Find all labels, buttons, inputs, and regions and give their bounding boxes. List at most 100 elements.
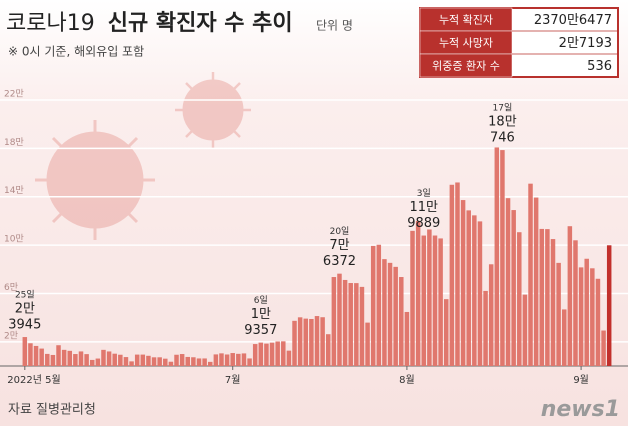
bar [95,358,101,366]
bar [415,221,421,366]
bar [477,221,483,366]
source: 자료 질병관리청 [8,403,96,418]
bar [365,322,370,366]
logo: news1 [541,397,620,422]
y-tick-label: 10만 [4,234,24,245]
bar [500,150,505,366]
bar [163,358,168,366]
bar [325,334,331,366]
date-label: 20일 [330,226,350,237]
value-label: 746 [490,131,515,146]
bar [483,290,488,366]
bar [61,349,67,366]
bar [292,320,297,366]
bar [123,357,129,366]
bar [241,353,247,366]
summary-label: 위중증 환자 수 [432,60,500,73]
bar [590,268,595,366]
bar [488,264,494,366]
summary-label-cell [419,53,513,78]
summary-value: 536 [587,59,612,74]
value-label: 9889 [407,216,440,231]
bar [303,318,309,366]
date-label: 6일 [254,295,268,306]
bar [174,354,179,366]
y-tick-label: 2만 [4,330,18,341]
y-tick-label: 22만 [4,89,24,100]
bar [337,273,342,366]
summary-label: 누적 확진자 [439,14,493,27]
bar [354,283,359,366]
bar [236,353,241,366]
bar [528,183,533,366]
bar [443,299,449,366]
bar [224,354,230,366]
virus-decoration [35,72,251,240]
bar [533,197,539,366]
bar [151,357,157,366]
bar [314,316,320,366]
bar [399,277,404,366]
bar [50,354,56,366]
bar [539,228,545,366]
bar [33,345,39,366]
bar [179,354,185,366]
bar [410,230,415,366]
bar [39,348,44,366]
bar [247,358,252,366]
summary-label: 누적 사망자 [439,37,493,50]
bar [73,354,78,366]
bar [84,354,89,366]
x-tick-label: 2022년 5월 [7,374,60,386]
bar [207,361,213,366]
bar [382,259,387,366]
bar [219,353,224,366]
bar [213,354,219,366]
bar [331,277,337,366]
bar [472,215,477,366]
bar [584,258,589,366]
bar [264,343,269,366]
bar [309,318,314,366]
bar [28,343,33,366]
bar [432,235,438,366]
bar [545,229,550,366]
summary-value: 2370만6477 [534,13,612,28]
bar [556,262,561,366]
bar [320,317,325,366]
unit: 단위 명 [316,19,353,33]
bar [140,354,146,366]
bar [561,309,567,366]
bar [281,341,286,366]
bar [455,182,460,366]
bar [517,232,522,366]
bar [578,267,584,366]
title-bold: 신규 확진자 수 추이 [108,11,293,36]
bar [460,200,466,366]
value-label: 6372 [323,254,356,269]
bar [427,229,432,366]
bar [258,342,264,366]
bar [449,184,455,366]
bar [466,210,471,366]
value-label: 3945 [8,318,41,333]
bar [348,283,353,366]
bar [118,354,123,366]
bar [522,294,528,366]
bar [252,344,258,366]
y-tick-label: 14만 [4,185,24,196]
bar [511,210,516,366]
x-tick-label: 7월 [225,374,241,386]
value-label: 7만 [329,238,349,253]
bar [89,359,95,366]
y-tick-label: 6만 [4,282,18,293]
bar [567,226,573,366]
value-label: 9357 [244,323,277,338]
bar [67,350,73,366]
bar [297,317,303,366]
